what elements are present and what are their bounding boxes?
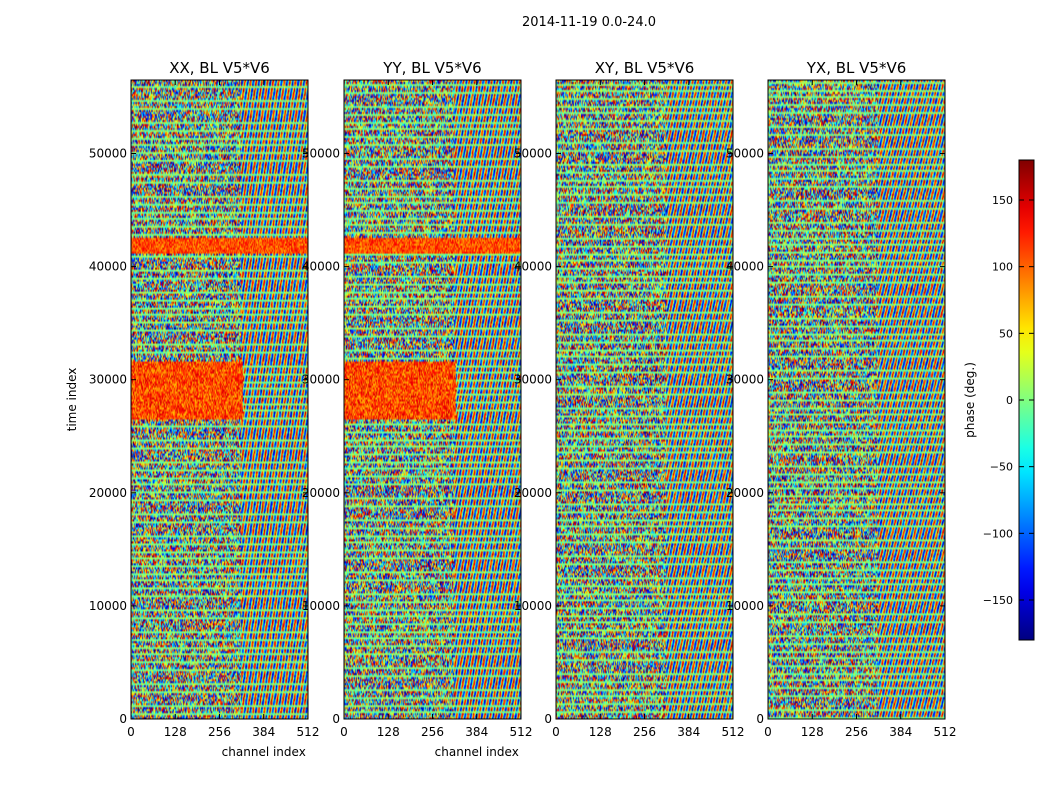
y-tick-label: 50000 <box>302 147 340 161</box>
y-tick-label: 0 <box>332 712 340 726</box>
heatmap-image <box>556 80 733 719</box>
y-tick-label: 40000 <box>302 260 340 274</box>
y-tick-label: 10000 <box>89 599 127 613</box>
x-tick-label: 384 <box>889 725 912 739</box>
y-axis-label: time index <box>65 368 79 432</box>
colorbar-tick-label: −100 <box>983 527 1013 540</box>
y-tick-label: 0 <box>119 712 127 726</box>
x-tick-label: 0 <box>127 725 135 739</box>
heatmap-panel: YX, BL V5*V6 0 128 256 384 512 0 10000 20000 3000… <box>726 59 957 739</box>
x-tick-label: 128 <box>589 725 612 739</box>
y-tick-label: 20000 <box>89 486 127 500</box>
x-tick-label: 256 <box>208 725 231 739</box>
y-tick-label: 10000 <box>726 599 764 613</box>
heatmap-panel: XX, BL V5*V6 0 128 256 384 512 0 10000 20000 3000… <box>65 59 319 759</box>
x-tick-label: 512 <box>510 725 533 739</box>
x-axis-label: channel index <box>435 745 519 759</box>
heatmap-panels: XX, BL V5*V6 0 128 256 384 512 0 10000 20000 3000… <box>65 59 956 759</box>
x-tick-label: 512 <box>297 725 320 739</box>
y-tick-label: 40000 <box>89 260 127 274</box>
heatmap-panel: YY, BL V5*V6 0 128 256 384 512 0 10000 20000 3000… <box>302 59 533 759</box>
y-tick-label: 10000 <box>514 599 552 613</box>
heatmap-panel: XY, BL V5*V6 0 128 256 384 512 0 10000 20000 3000… <box>514 59 745 739</box>
x-tick-label: 128 <box>164 725 187 739</box>
x-tick-label: 256 <box>845 725 868 739</box>
panel-title: XY, BL V5*V6 <box>595 59 695 77</box>
x-tick-label: 384 <box>252 725 275 739</box>
x-tick-label: 512 <box>934 725 957 739</box>
y-tick-label: 30000 <box>302 373 340 387</box>
y-tick-label: 40000 <box>514 260 552 274</box>
colorbar-tick-label: 100 <box>992 261 1013 274</box>
x-tick-label: 256 <box>633 725 656 739</box>
x-tick-label: 0 <box>764 725 772 739</box>
heatmap-image <box>768 80 945 719</box>
x-tick-label: 256 <box>421 725 444 739</box>
x-tick-label: 384 <box>677 725 700 739</box>
colorbar-tick-label: −150 <box>983 594 1013 607</box>
x-tick-label: 0 <box>340 725 348 739</box>
y-tick-label: 50000 <box>89 147 127 161</box>
x-tick-label: 128 <box>377 725 400 739</box>
colorbar-tick-label: −50 <box>990 461 1013 474</box>
y-tick-label: 50000 <box>726 147 764 161</box>
panel-title: YY, BL V5*V6 <box>382 59 481 77</box>
colorbar: 150 100 50 0 −50 −100 −150 phase (deg.) <box>963 159 1035 641</box>
y-tick-label: 20000 <box>726 486 764 500</box>
y-tick-label: 30000 <box>514 373 552 387</box>
colorbar-label: phase (deg.) <box>963 362 977 438</box>
y-tick-label: 20000 <box>302 486 340 500</box>
y-tick-label: 30000 <box>89 373 127 387</box>
y-tick-label: 40000 <box>726 260 764 274</box>
panel-title: YX, BL V5*V6 <box>806 59 907 77</box>
panel-title: XX, BL V5*V6 <box>169 59 270 77</box>
x-tick-label: 512 <box>722 725 745 739</box>
colorbar-tick-label: 50 <box>999 327 1013 340</box>
figure-suptitle: 2014-11-19 0.0-24.0 <box>522 15 656 30</box>
x-tick-label: 384 <box>465 725 488 739</box>
y-tick-label: 10000 <box>302 599 340 613</box>
colorbar-tick-label: 150 <box>992 194 1013 207</box>
y-tick-label: 50000 <box>514 147 552 161</box>
y-tick-label: 30000 <box>726 373 764 387</box>
colorbar-tick-label: 0 <box>1006 394 1013 407</box>
heatmap-image <box>344 80 521 719</box>
y-tick-label: 20000 <box>514 486 552 500</box>
y-tick-label: 0 <box>544 712 552 726</box>
x-axis-label: channel index <box>222 745 306 759</box>
x-tick-label: 0 <box>552 725 560 739</box>
y-tick-label: 0 <box>756 712 764 726</box>
x-tick-label: 128 <box>801 725 824 739</box>
heatmap-image <box>131 80 308 719</box>
